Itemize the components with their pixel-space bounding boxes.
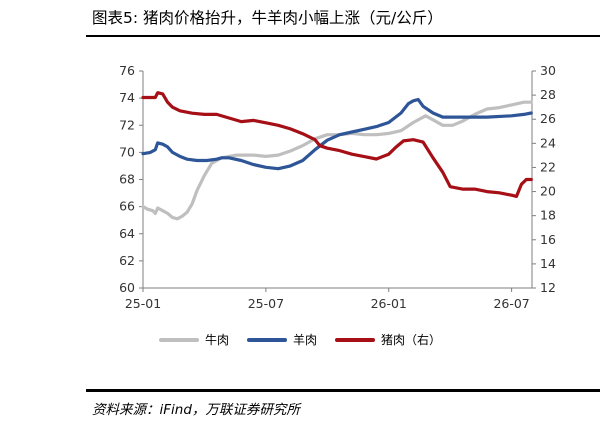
left-tick-label: 70 — [119, 144, 135, 159]
legend-label: 羊肉 — [292, 333, 317, 347]
right-tick-label: 20 — [540, 184, 556, 199]
legend-swatch — [158, 337, 199, 342]
left-tick-label: 72 — [119, 117, 135, 132]
legend-item-1: 羊肉 — [246, 331, 317, 348]
legend-item-0: 牛肉 — [158, 331, 229, 348]
right-tick-label: 22 — [540, 159, 556, 174]
chart-legend: 牛肉 羊肉 猪肉（右） — [0, 331, 600, 348]
source-note: 资料来源：iFind，万联证券研究所 — [92, 402, 300, 418]
right-tick-label: 14 — [540, 256, 556, 271]
x-tick-label: 25-07 — [248, 296, 284, 311]
left-tick-label: 60 — [119, 280, 135, 295]
legend-swatch — [335, 337, 375, 342]
legend-label: 牛肉 — [204, 333, 229, 347]
chart-axes — [139, 70, 536, 292]
right-tick-label: 18 — [540, 208, 556, 223]
chart-lines — [141, 91, 533, 221]
left-tick-label: 74 — [119, 90, 135, 105]
legend-label: 猪肉（右） — [381, 333, 442, 347]
chart-tick-labels: 60 62 64 66 68 70 72 74 76 12 14 16 18 20 22 24 26 28 30 25… — [119, 63, 556, 311]
right-tick-label: 26 — [540, 111, 556, 126]
series-line-2 — [141, 91, 533, 198]
left-tick-label: 76 — [119, 63, 135, 78]
left-tick-label: 66 — [119, 199, 135, 214]
right-tick-label: 28 — [540, 87, 556, 102]
right-tick-label: 12 — [540, 280, 556, 295]
x-tick-label: 26-07 — [493, 296, 529, 311]
legend-swatch — [246, 337, 287, 342]
line-chart: 60 62 64 66 68 70 72 74 76 12 14 16 18 20 22 24 26 28 30 25… — [119, 63, 556, 311]
series-line-1 — [141, 97, 533, 171]
left-tick-label: 62 — [119, 253, 135, 268]
right-tick-label: 24 — [540, 135, 556, 150]
top-rule — [86, 35, 600, 37]
left-tick-label: 68 — [119, 172, 135, 187]
series-line-0 — [141, 100, 533, 221]
x-tick-label: 26-01 — [371, 296, 407, 311]
x-tick-label: 25-01 — [125, 296, 161, 311]
bottom-rule — [86, 389, 600, 392]
left-tick-label: 64 — [119, 226, 135, 241]
right-tick-label: 16 — [540, 232, 556, 247]
legend-item-2: 猪肉（右） — [335, 331, 441, 348]
right-tick-label: 30 — [540, 63, 556, 78]
chart-title: 图表5: 猪肉价格抬升，牛羊肉小幅上涨（元/公斤） — [92, 9, 443, 27]
